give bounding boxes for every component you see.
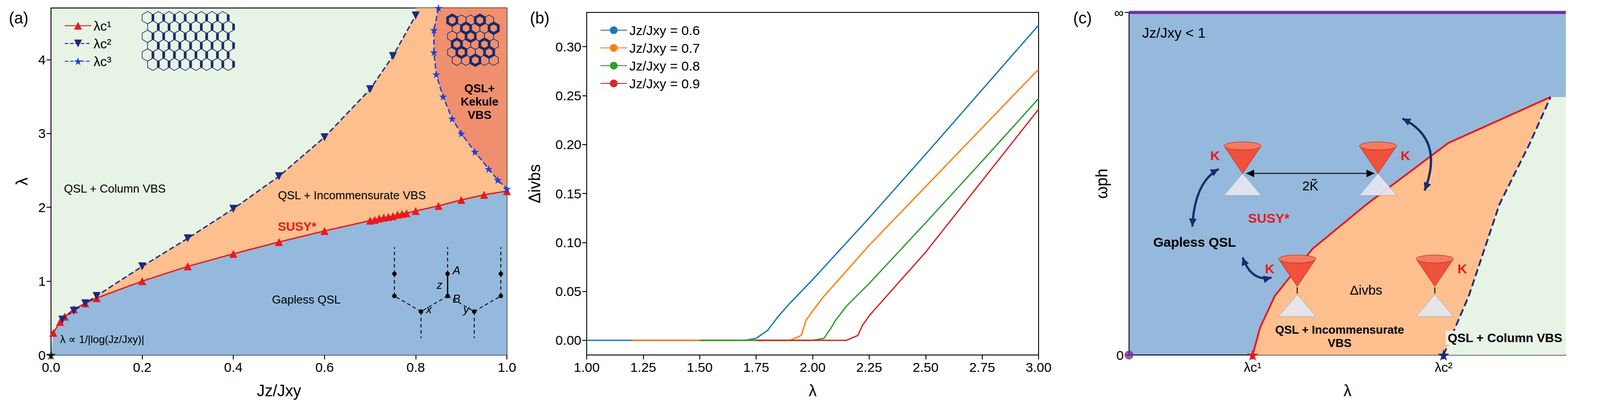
svg-text:B: B [452, 291, 461, 306]
svg-text:0.15: 0.15 [555, 186, 582, 201]
svg-text:QSL+: QSL+ [464, 81, 495, 95]
svg-text:0.6: 0.6 [315, 359, 334, 375]
svg-text:0.2: 0.2 [133, 359, 152, 375]
svg-text:1.75: 1.75 [743, 359, 769, 375]
svg-text:λ: λ [1343, 381, 1352, 400]
svg-text:0: 0 [38, 347, 46, 363]
svg-text:QSL + Column VBS: QSL + Column VBS [63, 181, 166, 196]
svg-text:z: z [436, 278, 443, 292]
svg-text:(a): (a) [8, 8, 29, 28]
svg-text:VBS: VBS [1327, 336, 1352, 350]
svg-text:λc³: λc³ [93, 54, 112, 69]
svg-text:Jz/Jxy = 0.7: Jz/Jxy = 0.7 [629, 40, 700, 56]
svg-text:x: x [425, 302, 433, 316]
svg-text:Jz/Jxy = 0.8: Jz/Jxy = 0.8 [629, 58, 700, 74]
svg-text:Jz/Jxy < 1: Jz/Jxy < 1 [1142, 24, 1206, 41]
svg-text:QSL + Column VBS: QSL + Column VBS [1447, 330, 1563, 345]
svg-text:(b): (b) [529, 8, 550, 28]
svg-text:0.4: 0.4 [223, 359, 243, 375]
svg-text:1.25: 1.25 [630, 359, 656, 375]
svg-text:Kekule: Kekule [460, 94, 499, 109]
svg-text:2.00: 2.00 [799, 359, 826, 375]
svg-text:Δivbs: Δivbs [1349, 282, 1383, 298]
svg-text:K: K [1264, 261, 1275, 276]
svg-text:y: y [462, 302, 471, 316]
svg-text:2.75: 2.75 [968, 359, 995, 375]
svg-text:λ ∝ 1/|log(Jz/Jxy)|: λ ∝ 1/|log(Jz/Jxy)| [60, 333, 145, 346]
svg-text:Gapless QSL: Gapless QSL [1152, 234, 1236, 250]
svg-text:0.25: 0.25 [555, 88, 582, 103]
svg-text:0.10: 0.10 [555, 235, 582, 250]
svg-text:λ: λ [12, 177, 32, 186]
svg-text:SUSY*: SUSY* [278, 219, 317, 234]
svg-text:λc²: λc² [1434, 359, 1453, 375]
svg-text:∞: ∞ [1114, 5, 1124, 20]
svg-text:K: K [1400, 148, 1411, 163]
svg-text:1.00: 1.00 [573, 359, 600, 375]
svg-text:0.0: 0.0 [41, 359, 61, 375]
svg-text:Jz/Jxy = 0.6: Jz/Jxy = 0.6 [629, 23, 700, 38]
svg-text:Gapless QSL: Gapless QSL [271, 292, 341, 306]
svg-text:1.0: 1.0 [497, 359, 517, 375]
svg-text:Δivbs: Δivbs [525, 164, 544, 204]
svg-text:λc²: λc² [93, 36, 112, 51]
svg-text:0.05: 0.05 [555, 283, 582, 299]
svg-text:1.50: 1.50 [686, 359, 713, 375]
svg-text:Jz/Jxy = 0.9: Jz/Jxy = 0.9 [629, 76, 700, 91]
svg-text:A: A [451, 263, 461, 277]
svg-text:0.20: 0.20 [555, 137, 582, 152]
svg-text:0.00: 0.00 [555, 332, 582, 348]
svg-text:(c): (c) [1073, 8, 1092, 28]
svg-text:VBS: VBS [467, 108, 492, 122]
svg-text:4: 4 [38, 52, 46, 67]
svg-text:QSL + Incommensurate VBS: QSL + Incommensurate VBS [278, 188, 427, 202]
svg-text:K: K [1457, 261, 1468, 276]
svg-text:2: 2 [38, 200, 46, 215]
svg-text:Jz/Jxy: Jz/Jxy [256, 381, 302, 400]
svg-text:λc¹: λc¹ [93, 18, 112, 34]
svg-text:2K̃: 2K̃ [1301, 178, 1319, 193]
svg-text:2.25: 2.25 [856, 359, 883, 375]
svg-text:3.00: 3.00 [1025, 359, 1052, 375]
svg-text:1: 1 [38, 273, 46, 289]
svg-text:ωph: ωph [1092, 168, 1111, 199]
svg-text:0: 0 [1116, 347, 1124, 363]
svg-text:SUSY*: SUSY* [1248, 210, 1291, 226]
svg-text:0.30: 0.30 [555, 39, 582, 55]
svg-text:3: 3 [38, 125, 46, 141]
svg-text:K: K [1210, 148, 1220, 163]
svg-text:0.8: 0.8 [406, 359, 426, 375]
svg-text:QSL + Incommensurate: QSL + Incommensurate [1274, 322, 1404, 337]
svg-text:2.50: 2.50 [912, 359, 939, 375]
svg-text:λc¹: λc¹ [1243, 359, 1262, 375]
svg-text:λ: λ [808, 381, 817, 400]
